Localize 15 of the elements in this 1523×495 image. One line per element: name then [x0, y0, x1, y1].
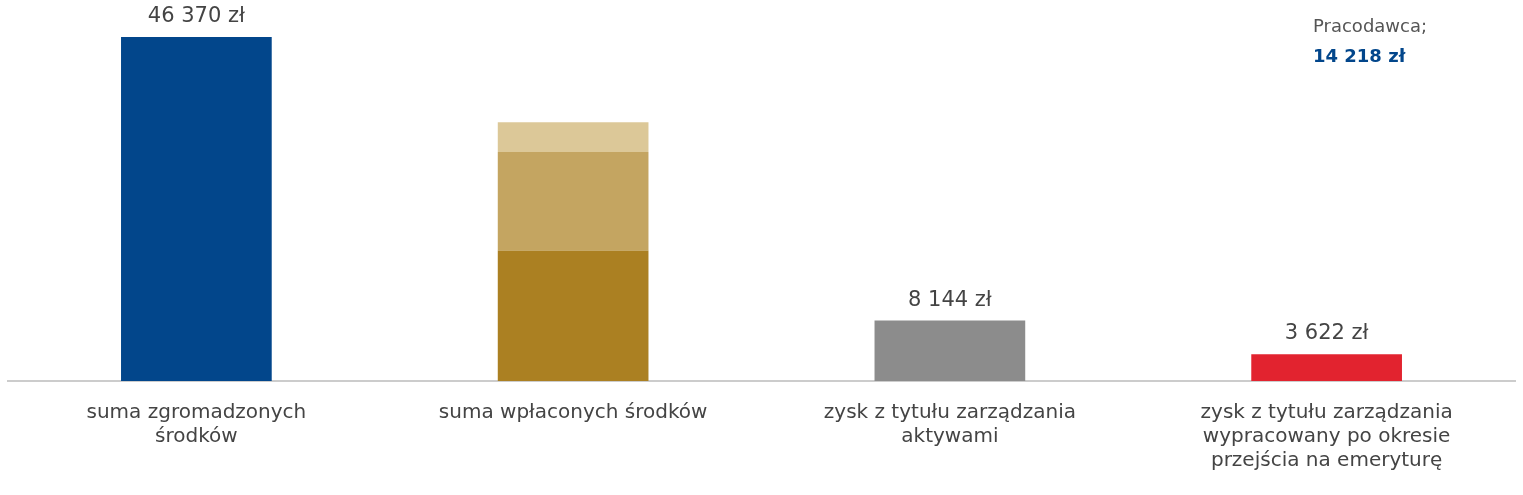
data-label: 8 144 zł: [907, 286, 992, 311]
data-label: 3 622 zł: [1284, 320, 1369, 345]
data-label: 46 370 zł: [147, 2, 245, 27]
x-tick-label: zysk z tytułu zarządzania aktywami: [823, 399, 1076, 448]
bar: [874, 320, 1026, 381]
bar: [1251, 354, 1402, 381]
bar: [121, 36, 272, 381]
bar: [497, 122, 649, 152]
bar: [497, 250, 649, 381]
annotation: 14 218 zł: [1313, 45, 1407, 66]
x-tick-label: suma wpłaconych środków: [438, 399, 708, 424]
x-tick-label: suma zgromadzonych środków: [86, 399, 307, 448]
bar: [497, 151, 649, 251]
x-tick-label: zysk z tytułu zarządzania wypracowany po okresie przejścia na emeryturę: [1200, 399, 1453, 472]
text: Pracodawca;: [1313, 15, 1428, 36]
